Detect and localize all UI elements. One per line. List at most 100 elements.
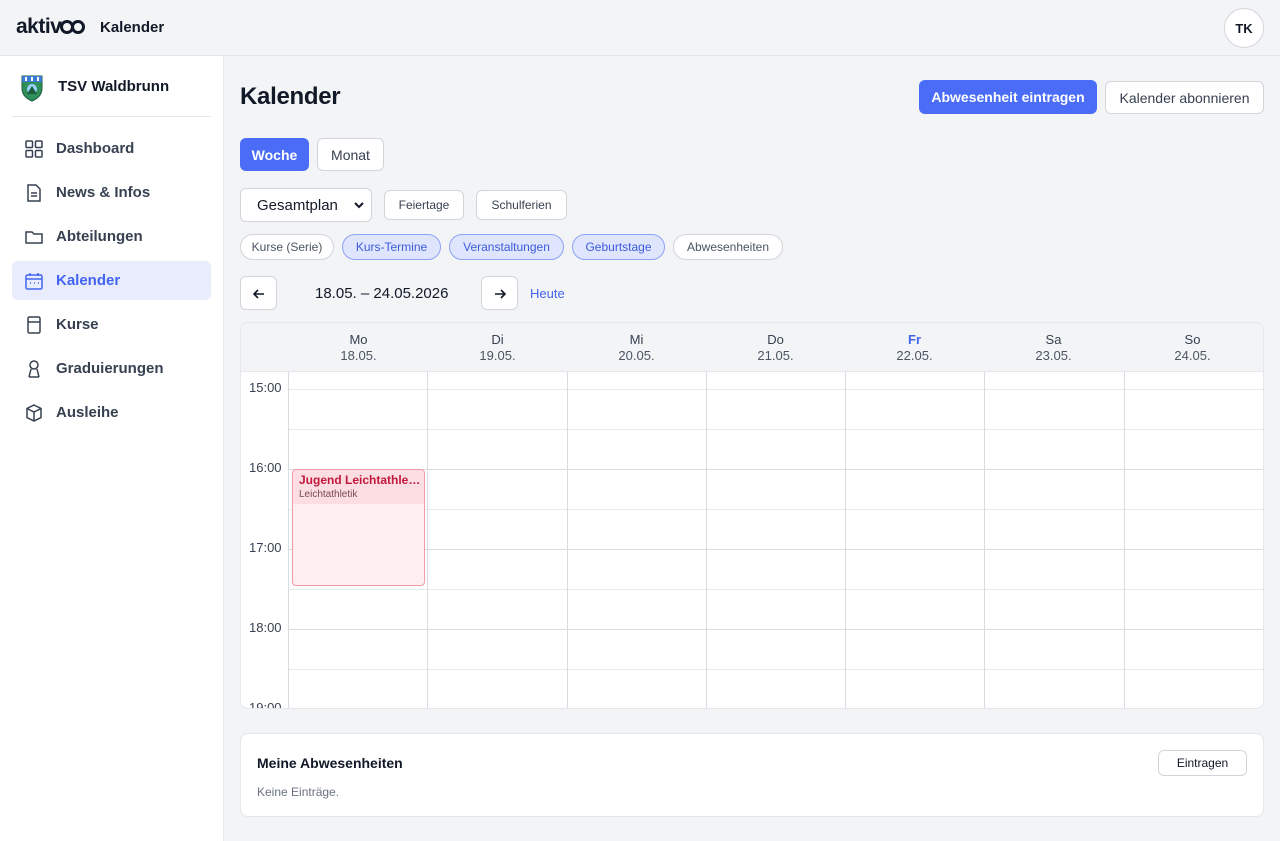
grid-line [289, 549, 1263, 550]
app-logo[interactable]: aktiv [16, 15, 86, 39]
filter-geburtstage[interactable]: Geburtstage [572, 234, 665, 260]
card-title: Meine Abwesenheiten [257, 755, 403, 771]
calendar-grid[interactable]: 15:00 16:00 17:00 18:00 19:00 Jugend Lei… [241, 372, 1263, 709]
plan-select[interactable]: Gesamtplan [240, 188, 372, 222]
sidebar-item-graduierungen[interactable]: Graduierungen [12, 349, 211, 388]
day-name: Mi [629, 332, 644, 347]
club-name: TSV Waldbrunn [58, 78, 170, 95]
club-header[interactable]: TSV Waldbrunn [12, 68, 211, 117]
day-date: 22.05. [896, 348, 933, 363]
add-entry-button[interactable]: Eintragen [1158, 750, 1247, 776]
subscribe-calendar-button[interactable]: Kalender abonnieren [1105, 81, 1264, 114]
day-header-mi: Mi 20.05. [567, 332, 706, 364]
badge-icon [28, 360, 40, 378]
day-name: Di [491, 332, 504, 347]
day-header-sa: Sa 23.05. [984, 332, 1123, 364]
view-week-button[interactable]: Woche [240, 138, 309, 171]
grid-column-line [1124, 372, 1125, 708]
top-bar: aktiv Kalender TK [0, 0, 1280, 56]
day-date: 21.05. [757, 348, 794, 363]
day-name: Do [767, 332, 784, 347]
grid-column-line [706, 372, 707, 708]
logo-infinity-icon [60, 20, 86, 34]
sidebar-item-label: Kalender [56, 272, 121, 289]
club-crest-icon [21, 75, 43, 102]
hour-label: 15:00 [249, 380, 282, 395]
grid-column-line [984, 372, 985, 708]
grid-line [289, 469, 1263, 470]
next-week-button[interactable] [481, 276, 518, 310]
filter-veranstaltungen[interactable]: Veranstaltungen [449, 234, 564, 260]
day-date: 23.05. [1035, 348, 1072, 363]
sidebar-item-kalender[interactable]: Kalender [12, 261, 211, 300]
sidebar: TSV Waldbrunn Dashboard News & Infos Abt… [0, 56, 224, 841]
today-link[interactable]: Heute [530, 286, 565, 301]
hour-label: 19:00 [249, 700, 282, 709]
filter-kurse-serie[interactable]: Kurse (Serie) [240, 234, 334, 260]
sidebar-nav: Dashboard News & Infos Abteilungen Kalen… [12, 129, 211, 437]
sidebar-item-dashboard[interactable]: Dashboard [12, 129, 211, 168]
calendar-event[interactable]: Jugend Leichtathletik Leichtathletik [292, 469, 425, 586]
hour-label: 16:00 [249, 460, 282, 475]
date-range: 18.05. – 24.05.2026 [315, 285, 449, 302]
calendar-header: Mo 18.05. Di 19.05. Mi 20.05. Do 21.05. … [241, 323, 1263, 372]
day-header-fr: Fr 22.05. [845, 332, 984, 364]
sidebar-item-label: Abteilungen [56, 228, 143, 245]
day-date: 20.05. [618, 348, 655, 363]
logo-text: aktiv [16, 15, 62, 38]
sidebar-item-abteilungen[interactable]: Abteilungen [12, 217, 211, 256]
grid-column-line [288, 372, 289, 708]
chevron-down-icon [354, 202, 364, 209]
day-name: Sa [1045, 332, 1062, 347]
arrow-left-icon [252, 289, 264, 299]
calendar-icon [25, 273, 43, 290]
sidebar-item-kurse[interactable]: Kurse [12, 305, 211, 344]
sidebar-item-label: Graduierungen [56, 360, 164, 377]
add-absence-button[interactable]: Abwesenheit eintragen [919, 80, 1097, 114]
book-icon [27, 316, 41, 334]
grid-line [289, 429, 1263, 430]
grid-line [289, 389, 1263, 390]
empty-state-text: Keine Einträge. [257, 785, 340, 799]
day-date: 18.05. [340, 348, 377, 363]
folder-icon [25, 231, 43, 244]
event-title: Jugend Leichtathletik [299, 473, 421, 487]
day-name: So [1184, 332, 1201, 347]
grid-column-line [427, 372, 428, 708]
grid-line [289, 589, 1263, 590]
event-subtitle: Leichtathletik [299, 489, 358, 500]
sidebar-item-label: News & Infos [56, 184, 151, 201]
school-holidays-toggle[interactable]: Schulferien [476, 190, 567, 220]
sidebar-item-ausleihe[interactable]: Ausleihe [12, 393, 211, 432]
hour-label: 18:00 [249, 620, 282, 635]
day-name: Mo [349, 332, 368, 347]
previous-week-button[interactable] [240, 276, 277, 310]
grid-line [289, 669, 1263, 670]
box-icon [26, 404, 42, 422]
view-month-button[interactable]: Monat [317, 138, 384, 171]
event-header-band [293, 470, 424, 504]
arrow-right-icon [495, 289, 507, 299]
day-header-mo: Mo 18.05. [289, 332, 428, 364]
grid-line [289, 509, 1263, 510]
day-header-so: So 24.05. [1123, 332, 1262, 364]
page-title: Kalender [240, 83, 341, 110]
week-calendar: Mo 18.05. Di 19.05. Mi 20.05. Do 21.05. … [240, 322, 1264, 709]
grid-icon [25, 140, 43, 158]
holidays-toggle[interactable]: Feiertage [384, 190, 464, 220]
hour-label: 17:00 [249, 540, 282, 555]
my-absences-card: Meine Abwesenheiten Eintragen Keine Eint… [240, 733, 1264, 817]
day-name: Fr [908, 332, 921, 347]
day-header-do: Do 21.05. [706, 332, 845, 364]
user-avatar[interactable]: TK [1224, 8, 1264, 48]
sidebar-item-label: Kurse [56, 316, 99, 333]
filter-abwesenheiten[interactable]: Abwesenheiten [673, 234, 783, 260]
filter-kurs-termine[interactable]: Kurs-Termine [342, 234, 441, 260]
day-header-di: Di 19.05. [428, 332, 567, 364]
document-icon [27, 184, 41, 202]
grid-column-line [567, 372, 568, 708]
main-content: Kalender Abwesenheit eintragen Kalender … [224, 56, 1280, 841]
sidebar-item-news[interactable]: News & Infos [12, 173, 211, 212]
top-bar-title: Kalender [100, 19, 165, 36]
grid-line [289, 629, 1263, 630]
